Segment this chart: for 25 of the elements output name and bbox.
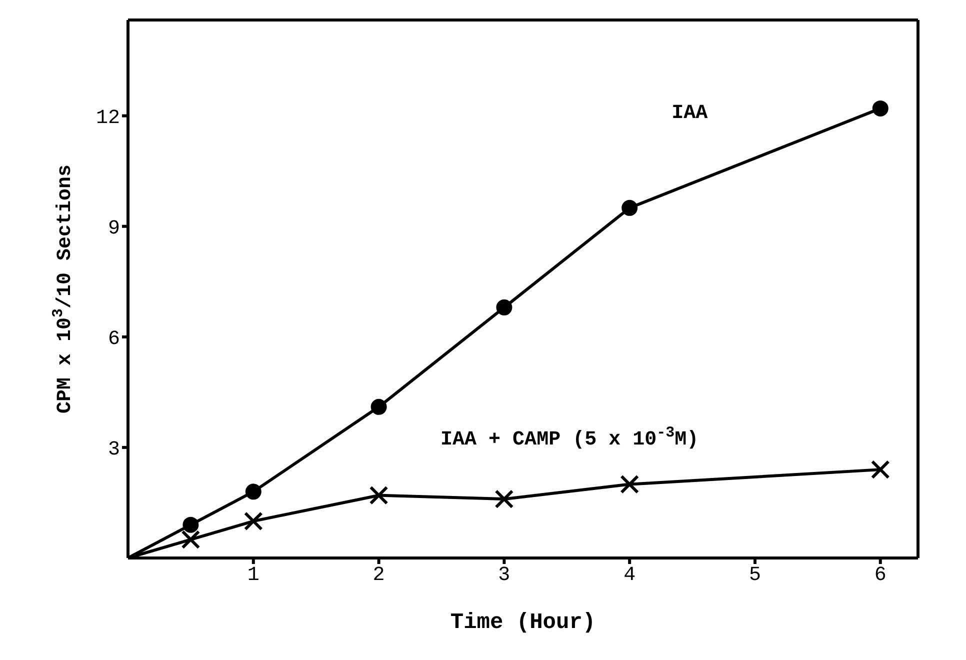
point <box>496 299 512 316</box>
x-tick-label: 4 <box>624 564 636 588</box>
point <box>870 460 890 480</box>
point <box>370 398 387 415</box>
text: IAA <box>672 102 708 125</box>
point <box>181 530 200 550</box>
point <box>244 512 263 531</box>
y-tick-label: 9 <box>108 217 120 240</box>
y-tick-label: 6 <box>108 328 120 352</box>
x-tick-label: 2 <box>372 564 385 588</box>
point <box>369 486 388 505</box>
x-tick-label: 1 <box>247 564 260 588</box>
series-label: IAA + CAMP (5 x 10$^{-3}$M) <box>440 424 699 452</box>
point <box>622 200 638 216</box>
point <box>494 490 514 509</box>
x-axis-title: Time (Hour) <box>450 610 596 635</box>
y-tick-label: 12 <box>96 106 120 130</box>
point <box>182 516 199 533</box>
y-tick-label: 3 <box>108 438 120 462</box>
point <box>872 100 888 116</box>
x-tick-label: 6 <box>874 564 886 588</box>
x-tick-label: 3 <box>498 564 510 588</box>
point <box>245 484 262 500</box>
point <box>620 474 640 494</box>
x-tick-label: 5 <box>748 564 761 588</box>
